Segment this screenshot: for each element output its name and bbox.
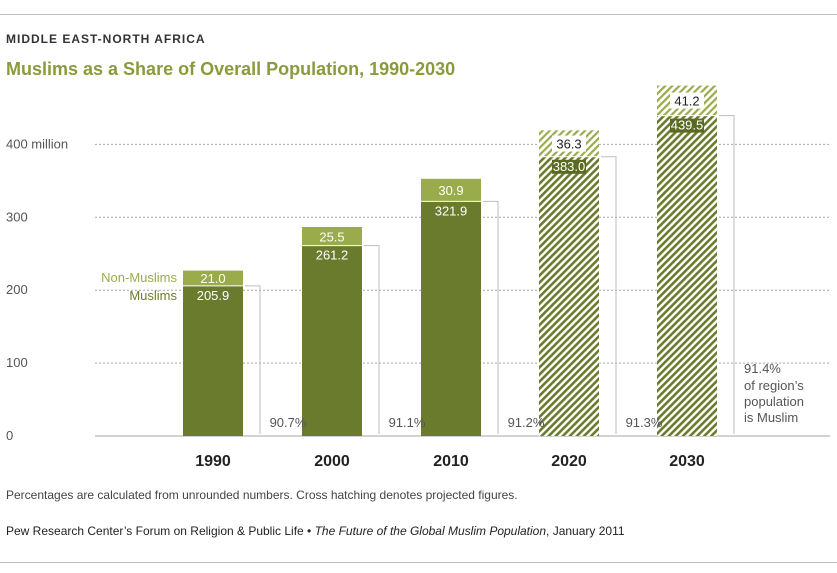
value-label-non-muslims: 21.0	[200, 271, 225, 286]
share-bracket	[483, 200, 499, 434]
y-tick-label: 200	[6, 282, 28, 297]
x-category-label: 2030	[669, 453, 705, 470]
bottom-rule	[0, 562, 837, 563]
share-note-line: is Muslim	[744, 410, 798, 425]
value-label-non-muslims: 41.2	[674, 94, 699, 109]
y-tick-label: 300	[6, 209, 28, 224]
value-label-muslims: 261.2	[316, 248, 349, 263]
muslim-share-label: 91.4%	[744, 361, 781, 376]
share-note-line: population	[744, 394, 804, 409]
source-line: Pew Research Center’s Forum on Religion …	[6, 524, 625, 538]
stacked-bar-chart: 0 100 200 300 400 million 205.9 21.0 90.7% 1990 2…	[6, 85, 830, 470]
muslim-share-label: 91.2%	[508, 415, 545, 430]
x-category-label: 1990	[195, 453, 231, 470]
bar-muslims	[421, 201, 481, 436]
value-label-muslims: 205.9	[197, 288, 230, 303]
bar-muslims	[657, 115, 717, 437]
source-title: The Future of the Global Muslim Populati…	[314, 524, 547, 538]
share-note-line: of region’s	[744, 378, 804, 393]
value-label-non-muslims: 25.5	[319, 229, 344, 244]
value-label-muslims: 383.0	[553, 159, 586, 174]
x-category-label: 2000	[314, 453, 350, 470]
share-bracket	[719, 115, 735, 434]
y-tick-label: 400 million	[6, 136, 68, 151]
footnote: Percentages are calculated from unrounde…	[6, 488, 518, 502]
bar-non-muslims	[302, 226, 362, 246]
bar-muslims	[539, 156, 599, 436]
bar-muslims	[302, 245, 362, 436]
value-label-bg	[670, 118, 704, 133]
value-label-muslims: 321.9	[435, 203, 468, 218]
share-bracket	[601, 156, 617, 434]
value-label-bg	[552, 159, 586, 174]
y-tick-label: 100	[6, 355, 28, 370]
source-suffix: , January 2011	[546, 524, 625, 538]
bar-non-muslims	[183, 270, 243, 286]
legend-non-muslims: Non-Muslims	[101, 270, 177, 285]
source-prefix: Pew Research Center’s Forum on Religion …	[6, 524, 315, 538]
bar-non-muslims	[421, 178, 481, 202]
value-label-bg	[670, 92, 704, 109]
bar-muslims	[183, 285, 243, 436]
muslim-share-label: 91.1%	[389, 415, 426, 430]
bars	[183, 85, 717, 437]
x-category-label: 2010	[433, 453, 469, 470]
muslim-share-label: 91.3%	[626, 415, 663, 430]
value-label-muslims: 439.5	[671, 118, 704, 133]
region-label: MIDDLE EAST-NORTH AFRICA	[6, 32, 206, 46]
muslim-share-label: 90.7%	[270, 415, 307, 430]
value-label-non-muslims: 36.3	[556, 137, 581, 152]
value-label-bg	[552, 135, 586, 152]
legend-muslims: Muslims	[129, 288, 177, 303]
y-tick-label: 0	[6, 428, 13, 443]
share-bracket	[245, 285, 261, 434]
share-bracket	[364, 245, 380, 434]
x-category-label: 2020	[551, 453, 587, 470]
chart-title: Muslims as a Share of Overall Population…	[6, 59, 456, 79]
top-rule	[0, 14, 837, 15]
labels: 0 100 200 300 400 million 205.9 21.0 90.7% 1990 2…	[6, 92, 804, 470]
value-label-non-muslims: 30.9	[438, 183, 463, 198]
